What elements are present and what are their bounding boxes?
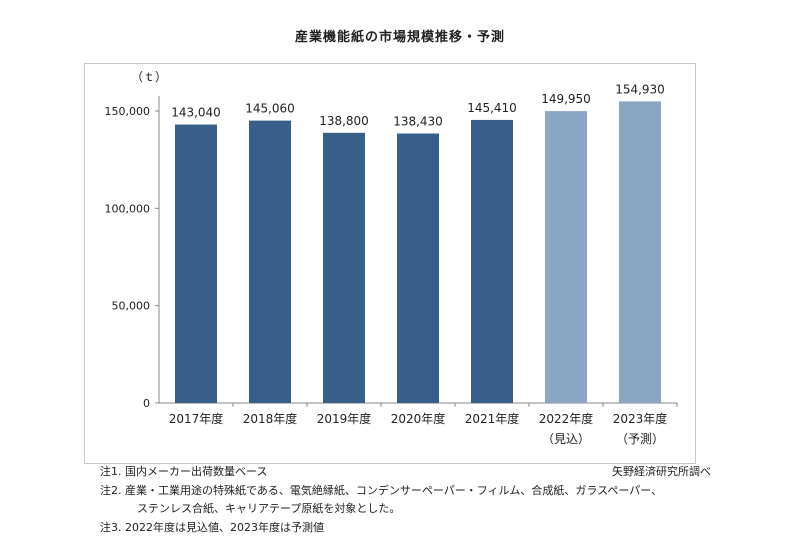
x-tick-sublabel: （見込） (542, 432, 590, 446)
bar-value-label: 145,060 (245, 102, 295, 116)
bar-value-label: 138,800 (319, 114, 369, 128)
y-tick-label: 100,000 (105, 202, 151, 215)
note-2-continued: ステンレス合紙、キャリアテープ原紙を対象とした。 (137, 502, 401, 515)
bar-value-label: 145,410 (467, 101, 517, 115)
x-tick-label: 2023年度 (613, 411, 668, 426)
x-tick-label: 2018年度 (243, 411, 298, 426)
source-credit: 矢野経済研究所調べ (612, 465, 711, 478)
y-tick-label: 150,000 (105, 105, 151, 118)
bar (471, 119, 513, 404)
x-tick-label: 2020年度 (391, 411, 446, 426)
x-tick-label: 2019年度 (317, 411, 372, 426)
bar-value-label: 149,950 (541, 92, 591, 106)
y-unit-label: （ｔ） (131, 70, 167, 84)
note-3: 注3. 2022年度は見込値、2023年度は予測値 (100, 520, 324, 534)
x-tick-label: 2017年度 (169, 411, 224, 426)
notes: 注1. 国内メーカー出荷数量ベース 注2. 産業・工業用途の特殊紙である、電気絶… (100, 463, 720, 537)
note-2: 注2. 産業・工業用途の特殊紙である、電気絶縁紙、コンデンサーペーパー・フィルム… (100, 483, 663, 497)
bar-chart: （ｔ） 0 50,000 100,000 150,000 143,040 2017年度 145… (105, 70, 678, 446)
bar-value-label: 138,430 (393, 115, 443, 129)
bar (175, 124, 217, 403)
note-1: 注1. 国内メーカー出荷数量ベース (100, 465, 268, 478)
bar (397, 133, 439, 403)
bar-value-label: 143,040 (171, 106, 221, 120)
x-tick-label: 2021年度 (465, 411, 520, 426)
chart-title: 産業機能紙の市場規模推移・予測 (294, 30, 505, 45)
chart-frame: （ｔ） 0 50,000 100,000 150,000 143,040 2017年度 145… (84, 63, 696, 464)
bar (323, 132, 365, 403)
bar-value-label: 154,930 (615, 82, 665, 96)
bar (619, 101, 661, 403)
x-tick-sublabel: （予測） (616, 432, 664, 446)
x-tick-label: 2022年度 (539, 411, 594, 426)
y-tick-label: 50,000 (112, 300, 151, 313)
bar (249, 120, 291, 404)
bar (545, 111, 587, 403)
y-tick-label: 0 (143, 397, 150, 410)
